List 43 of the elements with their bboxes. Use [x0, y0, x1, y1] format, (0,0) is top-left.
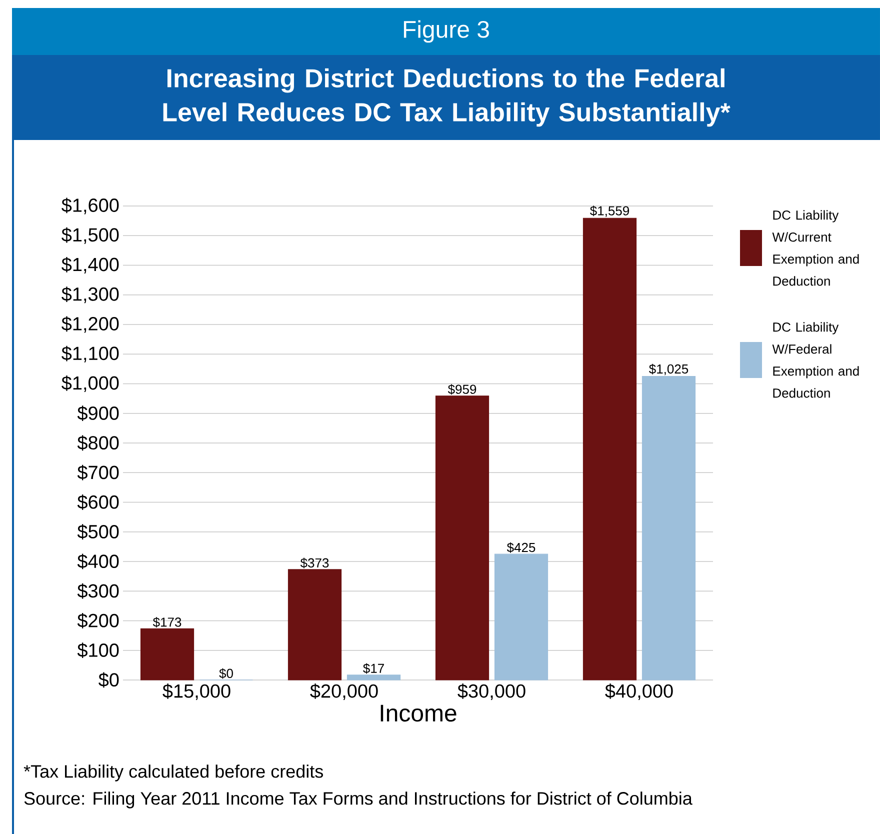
- x-tick-label: $20,000: [310, 684, 378, 700]
- x-axis-title: Income: [380, 704, 456, 722]
- chart-subtitle: Figure 3: [404, 20, 489, 43]
- bar: [642, 376, 696, 680]
- text: *Tax Liability calculated before credits: [24, 764, 323, 782]
- x-tick-label: $40,000: [605, 684, 673, 700]
- bar: [582, 218, 637, 680]
- y-tick-label: $300: [77, 583, 119, 599]
- y-tick-label: $1,200: [62, 316, 119, 333]
- y-tick-label: $0: [98, 672, 119, 688]
- y-tick-label: $200: [77, 613, 119, 628]
- data-label: $17: [363, 663, 384, 674]
- y-tick-label: $1,100: [62, 346, 119, 362]
- source-note: Source: Filing Year 2011 Income Tax Forms and Instructions for District of Columbia: [24, 792, 692, 808]
- chart-title: Increasing District Deductions to the Federal Level Reduces DC Tax Liability Substantially*: [163, 68, 730, 127]
- x-tick-label: $30,000: [458, 684, 526, 700]
- y-tick-label: $900: [77, 406, 119, 422]
- y-tick-label: $1,600: [62, 198, 119, 214]
- y-tick-label: $100: [77, 642, 119, 658]
- y-tick-label: $1,000: [62, 376, 119, 392]
- text: DC Liability W/Current Exemption and Deduction: [772, 210, 859, 286]
- bar: [288, 569, 342, 680]
- y-tick-label: $400: [77, 554, 119, 570]
- bar: [494, 554, 548, 680]
- y-tick-label: $1,500: [62, 227, 119, 244]
- text: DC Liability W/Federal Exemption and Deduction: [772, 322, 859, 398]
- y-tick-label: $500: [77, 524, 119, 540]
- y-tick-label: $1,400: [62, 257, 119, 274]
- y-tick-label: $600: [77, 494, 119, 510]
- y-tick-label: $1,300: [62, 286, 119, 304]
- data-label: $0: [219, 668, 233, 679]
- data-label: $1,025: [649, 364, 688, 376]
- bar: [140, 628, 194, 680]
- data-label: $959: [448, 384, 476, 395]
- bar: [346, 674, 401, 680]
- data-label: $173: [152, 617, 182, 628]
- y-tick-label: $700: [77, 464, 119, 480]
- bar: [435, 396, 490, 680]
- data-label: $373: [300, 558, 329, 568]
- data-label: $425: [506, 542, 536, 553]
- x-tick-label: $15,000: [162, 684, 230, 700]
- data-label: $1,559: [590, 206, 630, 217]
- y-tick-label: $800: [77, 435, 119, 451]
